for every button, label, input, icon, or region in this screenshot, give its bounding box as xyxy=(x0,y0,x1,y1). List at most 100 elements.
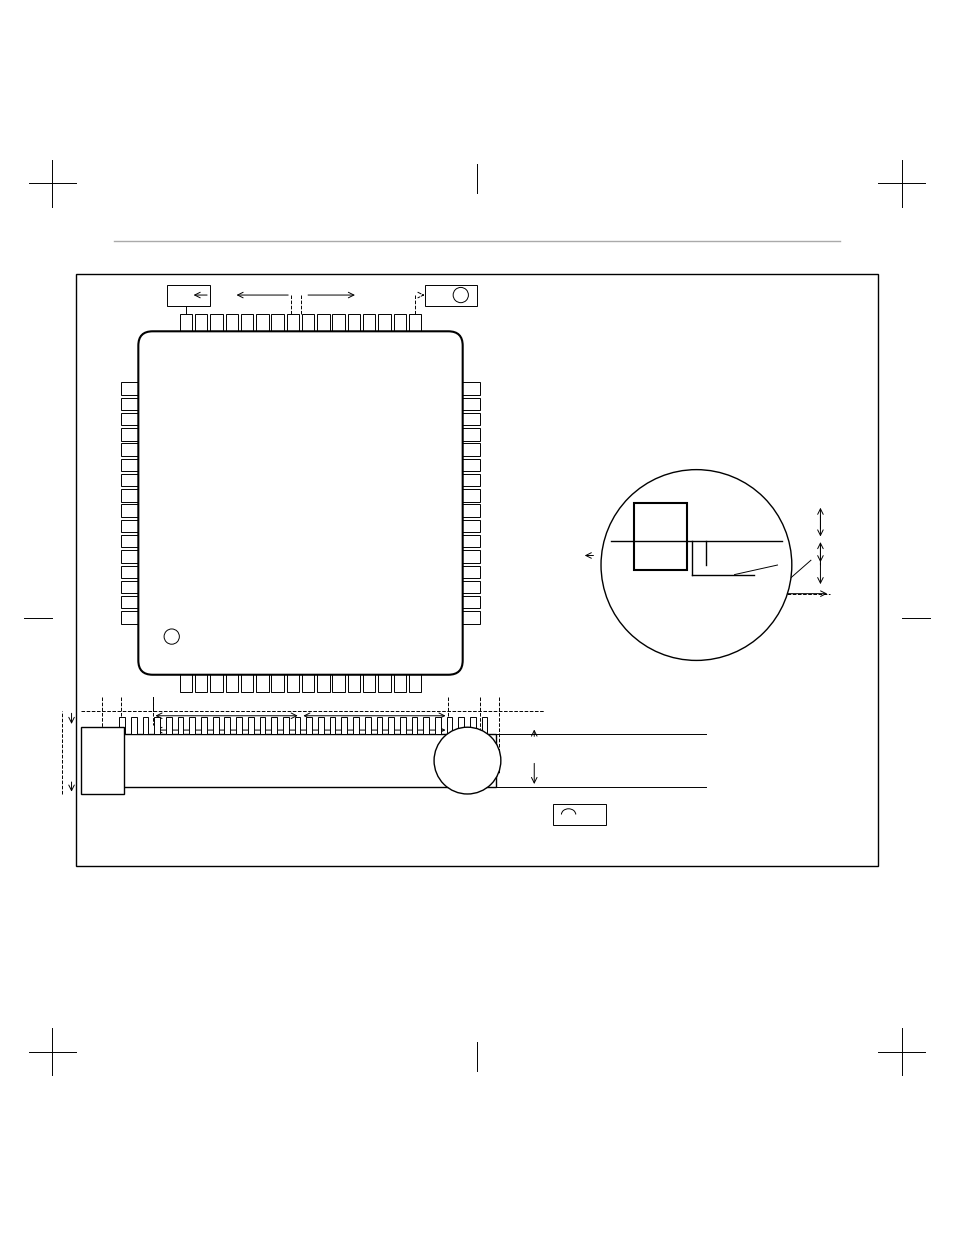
Bar xyxy=(81,726,124,794)
Bar xyxy=(317,718,323,735)
Bar xyxy=(286,661,298,692)
Circle shape xyxy=(600,469,791,661)
Bar xyxy=(301,661,314,692)
Bar xyxy=(121,504,152,517)
Bar xyxy=(121,551,152,563)
Bar xyxy=(236,718,242,735)
Bar xyxy=(283,718,289,735)
Bar xyxy=(224,718,230,735)
Bar xyxy=(341,718,347,735)
Bar xyxy=(121,474,152,487)
Bar xyxy=(362,661,375,692)
Bar xyxy=(177,718,183,735)
Bar xyxy=(448,535,479,547)
Bar xyxy=(121,535,152,547)
Bar xyxy=(121,489,152,501)
Bar xyxy=(272,661,284,692)
Bar xyxy=(294,718,300,735)
Bar xyxy=(306,718,312,735)
Bar xyxy=(330,718,335,735)
Bar xyxy=(240,661,253,692)
Bar xyxy=(272,314,284,346)
Bar xyxy=(448,551,479,563)
Bar xyxy=(448,504,479,517)
Bar xyxy=(121,412,152,425)
Bar xyxy=(121,398,152,410)
Bar xyxy=(388,718,394,735)
Bar xyxy=(446,718,452,735)
Bar xyxy=(301,314,314,346)
Bar xyxy=(167,284,210,305)
Bar xyxy=(470,718,476,735)
Bar xyxy=(353,718,358,735)
Bar xyxy=(166,718,172,735)
Bar xyxy=(448,489,479,501)
Bar xyxy=(179,661,193,692)
Bar xyxy=(179,314,193,346)
Bar xyxy=(481,718,487,735)
Bar xyxy=(225,314,237,346)
Bar xyxy=(121,383,152,395)
Bar xyxy=(448,597,479,609)
Bar xyxy=(408,314,420,346)
Bar xyxy=(393,314,406,346)
Bar xyxy=(121,458,152,471)
Bar xyxy=(210,661,222,692)
Bar xyxy=(448,398,479,410)
Bar xyxy=(255,314,269,346)
Bar xyxy=(347,314,359,346)
Bar xyxy=(377,314,391,346)
Bar xyxy=(259,718,265,735)
Bar xyxy=(213,718,218,735)
Bar xyxy=(393,661,406,692)
Bar xyxy=(194,661,208,692)
Bar xyxy=(286,314,298,346)
Bar xyxy=(121,611,152,624)
Bar xyxy=(76,274,877,866)
Bar xyxy=(448,611,479,624)
Circle shape xyxy=(453,288,468,303)
Bar xyxy=(448,566,479,578)
Bar xyxy=(190,718,195,735)
Bar xyxy=(364,718,370,735)
Bar xyxy=(377,661,391,692)
Bar xyxy=(143,718,149,735)
Bar xyxy=(448,520,479,532)
Bar xyxy=(448,383,479,395)
Bar xyxy=(154,718,160,735)
Bar xyxy=(316,661,330,692)
Bar xyxy=(131,718,136,735)
Bar xyxy=(225,661,237,692)
Bar xyxy=(435,718,440,735)
Bar xyxy=(448,443,479,456)
Bar xyxy=(347,661,359,692)
Bar xyxy=(457,718,463,735)
Bar xyxy=(448,474,479,487)
Bar xyxy=(448,429,479,441)
Bar xyxy=(271,718,276,735)
Bar xyxy=(408,661,420,692)
Bar xyxy=(121,429,152,441)
FancyBboxPatch shape xyxy=(138,331,462,674)
Bar xyxy=(121,597,152,609)
Bar xyxy=(376,718,382,735)
Bar xyxy=(255,661,269,692)
Bar xyxy=(553,804,605,825)
Bar xyxy=(448,412,479,425)
Bar xyxy=(121,443,152,456)
Bar xyxy=(423,718,429,735)
Bar xyxy=(240,314,253,346)
Bar xyxy=(119,735,496,787)
Bar xyxy=(399,718,405,735)
Bar xyxy=(362,314,375,346)
Bar xyxy=(194,314,208,346)
Bar xyxy=(201,718,207,735)
Bar xyxy=(210,314,222,346)
Bar xyxy=(332,661,344,692)
Bar xyxy=(248,718,253,735)
Bar xyxy=(332,314,344,346)
Bar xyxy=(316,314,330,346)
Bar xyxy=(411,718,416,735)
Bar xyxy=(448,458,479,471)
Bar xyxy=(121,520,152,532)
